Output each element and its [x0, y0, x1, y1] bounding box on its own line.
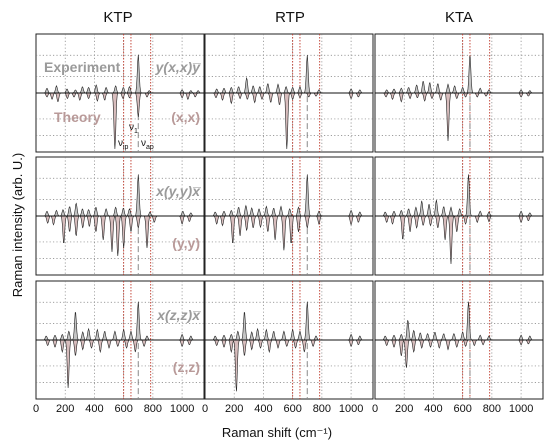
experiment-geometry-row1: y(x,x)y̅	[155, 59, 202, 75]
column-title-ktp: KTP	[103, 9, 132, 26]
theory-geometry-row1: (x,x)	[171, 109, 200, 125]
x-tick-labels: 0 200 400 600 800 1000 0 200 400 600 800 1000 0 200 40…	[33, 403, 533, 415]
x-tick-label: 0	[33, 403, 39, 415]
x-tick-label: 800	[144, 403, 162, 415]
experiment-geometry-row2: x(y,y)x̅	[155, 183, 201, 199]
panel-ktp-2	[35, 156, 205, 276]
x-tick-label: 400	[254, 403, 272, 415]
x-tick-label: 200	[56, 403, 74, 415]
nuap-label: νap	[141, 138, 154, 151]
x-tick-label: 400	[424, 403, 442, 415]
theory-label: Theory	[54, 109, 101, 125]
x-tick-label: 0	[202, 403, 208, 415]
annotations: Experiment Theory y(x,x)y̅ (x,x) x(y,y)x̅ (y,…	[44, 59, 202, 375]
panel-rtp-2	[204, 156, 374, 276]
x-tick-label: 1000	[339, 403, 363, 415]
panel-rtp-3	[204, 280, 374, 400]
nuip-label: νip	[118, 138, 129, 151]
x-tick-label: 400	[85, 403, 103, 415]
experiment-geometry-row3: x(z,z)x̅	[156, 307, 201, 323]
panel-ktp-1	[35, 33, 205, 153]
experiment-label: Experiment	[44, 59, 121, 75]
nu1-label: ν1	[129, 122, 138, 135]
x-tick-label: 800	[483, 403, 501, 415]
column-title-kta: KTA	[445, 9, 473, 26]
x-tick-label: 200	[395, 403, 413, 415]
panel-kta-1	[374, 33, 544, 153]
x-tick-label: 600	[453, 403, 471, 415]
x-axis-label: Raman shift (cm⁻¹)	[222, 425, 332, 440]
x-tick-label: 200	[225, 403, 243, 415]
panel-ktp-3	[35, 280, 205, 400]
x-tick-label: 1000	[170, 403, 194, 415]
panel-rtp-1	[204, 33, 374, 153]
x-tick-label: 600	[283, 403, 301, 415]
panel-kta-3	[374, 280, 544, 400]
theory-geometry-row3: (z,z)	[173, 359, 200, 375]
panel-grid	[35, 33, 544, 400]
theory-geometry-row2: (y,y)	[172, 235, 200, 251]
x-tick-label: 1000	[509, 403, 533, 415]
panel-kta-2	[374, 156, 544, 276]
x-tick-label: 800	[313, 403, 331, 415]
x-tick-label: 600	[114, 403, 132, 415]
column-title-rtp: RTP	[275, 9, 305, 26]
y-axis-label: Raman intensity (arb. U.)	[10, 153, 25, 298]
x-tick-label: 0	[372, 403, 378, 415]
